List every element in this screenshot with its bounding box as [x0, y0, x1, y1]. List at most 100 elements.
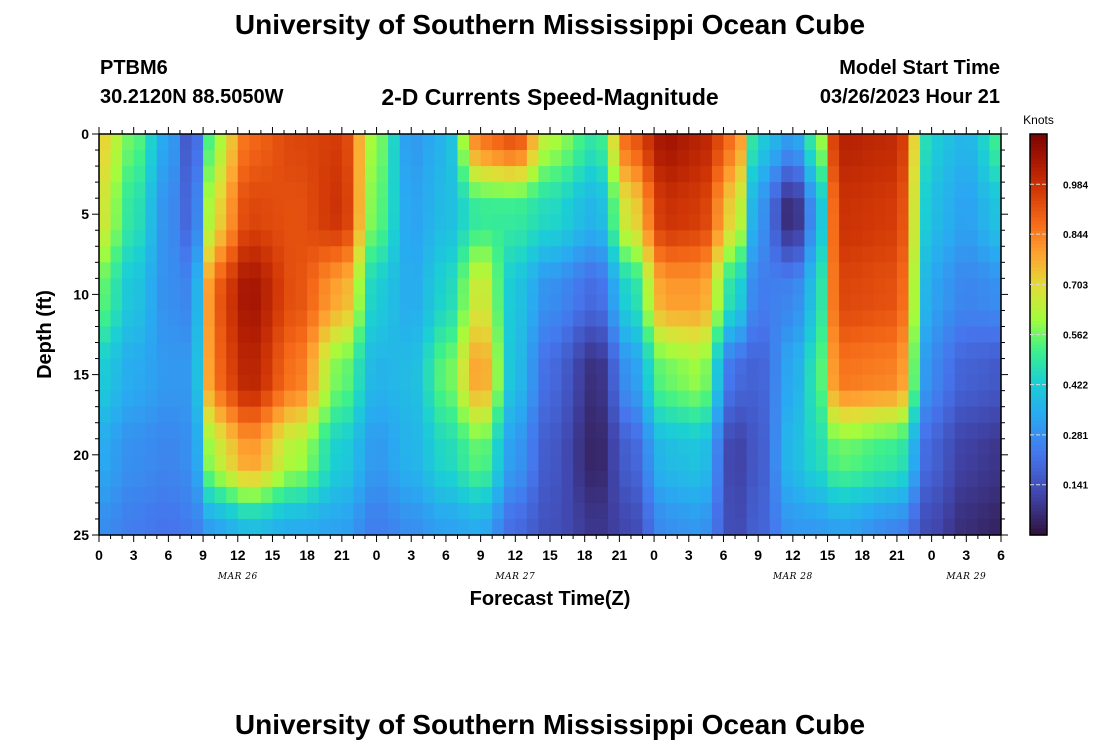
heatmap-cell: [168, 470, 181, 488]
heatmap-cell: [723, 278, 736, 295]
heatmap-cell: [746, 182, 759, 199]
heatmap-cell: [977, 406, 991, 424]
heatmap-cell: [977, 438, 991, 456]
heatmap-cell: [191, 486, 204, 504]
heatmap-cell: [758, 214, 771, 231]
colorbar-swatch: [1030, 314, 1047, 319]
heatmap-cell: [758, 438, 771, 456]
heatmap-cell: [630, 422, 644, 440]
heatmap-cell: [735, 230, 748, 247]
heatmap-cell: [272, 326, 285, 344]
heatmap-cell: [295, 278, 308, 295]
heatmap-cell: [203, 454, 216, 472]
station-coordinates: 30.2120N 88.5050W: [100, 86, 284, 108]
heatmap-cell: [99, 150, 112, 167]
heatmap-cell: [839, 358, 852, 376]
heatmap-cell: [110, 342, 123, 360]
heatmap-cell: [318, 278, 331, 295]
heatmap-cell: [920, 342, 933, 360]
heatmap-cell: [469, 198, 482, 215]
colorbar-unit-label: Knots: [1023, 113, 1054, 127]
heatmap-cell: [422, 358, 435, 376]
heatmap-cell: [330, 502, 343, 520]
heatmap-cell: [492, 294, 505, 312]
heatmap-cell: [885, 310, 898, 328]
heatmap-cell: [989, 150, 1002, 167]
heatmap-cell: [503, 310, 516, 328]
heatmap-cell: [422, 326, 435, 344]
heatmap-cell: [376, 230, 389, 247]
heatmap-cell: [688, 134, 701, 151]
heatmap-cell: [318, 198, 331, 215]
heatmap-cell: [179, 486, 193, 504]
heatmap-cell: [654, 326, 667, 344]
heatmap-cell: [284, 438, 297, 456]
heatmap-cell: [249, 134, 262, 151]
heatmap-cell: [654, 406, 667, 424]
heatmap-cell: [989, 342, 1002, 360]
heatmap-cell: [307, 486, 320, 504]
heatmap-cell: [700, 406, 713, 424]
heatmap-cell: [503, 502, 516, 520]
heatmap-cell: [700, 374, 713, 392]
heatmap-cell: [943, 390, 956, 408]
heatmap-cell: [515, 310, 528, 328]
heatmap-cell: [908, 198, 921, 215]
heatmap-cell: [908, 390, 921, 408]
heatmap-cell: [156, 502, 169, 520]
heatmap-cell: [896, 502, 910, 520]
heatmap-cell: [711, 214, 725, 231]
heatmap-cell: [931, 134, 944, 151]
heatmap-cell: [584, 246, 597, 263]
heatmap-cell: [469, 486, 482, 504]
heatmap-cell: [781, 326, 794, 344]
heatmap-cell: [445, 438, 459, 456]
heatmap-cell: [330, 230, 343, 247]
heatmap-cell: [989, 358, 1002, 376]
heatmap-cell: [781, 358, 794, 376]
heatmap-cell: [307, 326, 320, 344]
heatmap-cell: [145, 198, 158, 215]
heatmap-cell: [99, 134, 112, 151]
heatmap-cell: [376, 150, 389, 167]
heatmap-cell: [445, 518, 459, 536]
heatmap-cell: [596, 150, 609, 167]
heatmap-cell: [341, 230, 355, 247]
heatmap-cell: [214, 246, 227, 263]
heatmap-cell: [873, 246, 886, 263]
heatmap-cell: [469, 310, 482, 328]
heatmap-cell: [145, 246, 158, 263]
heatmap-cell: [318, 486, 331, 504]
heatmap-cell: [700, 150, 713, 167]
heatmap-cell: [596, 166, 609, 183]
heatmap-cell: [376, 374, 389, 392]
heatmap-cell: [492, 326, 505, 344]
heatmap-cell: [260, 166, 274, 183]
heatmap-cell: [156, 230, 169, 247]
colorbar-tick-label: 0.281: [1063, 431, 1088, 442]
heatmap-cell: [538, 358, 551, 376]
heatmap-cell: [827, 278, 840, 295]
heatmap-cell: [260, 246, 274, 263]
heatmap-cell: [492, 246, 505, 263]
heatmap-cell: [989, 262, 1002, 279]
heatmap-cell: [931, 230, 944, 247]
heatmap-cell: [711, 294, 725, 312]
heatmap-cell: [399, 342, 412, 360]
heatmap-cell: [214, 230, 227, 247]
heatmap-cell: [862, 166, 875, 183]
colorbar-swatch: [1030, 518, 1047, 523]
heatmap-cell: [954, 326, 967, 344]
heatmap-cell: [260, 214, 274, 231]
heatmap-cell: [850, 422, 863, 440]
heatmap-cell: [873, 390, 886, 408]
heatmap-cell: [943, 518, 956, 536]
heatmap-cell: [515, 518, 528, 536]
heatmap-cell: [665, 262, 678, 279]
heatmap-cell: [469, 518, 482, 536]
colorbar-tick-label: 0.562: [1063, 331, 1088, 342]
heatmap-cell: [191, 422, 204, 440]
heatmap-cell: [145, 358, 158, 376]
heatmap-cell: [226, 454, 239, 472]
colorbar-swatch: [1030, 478, 1047, 483]
